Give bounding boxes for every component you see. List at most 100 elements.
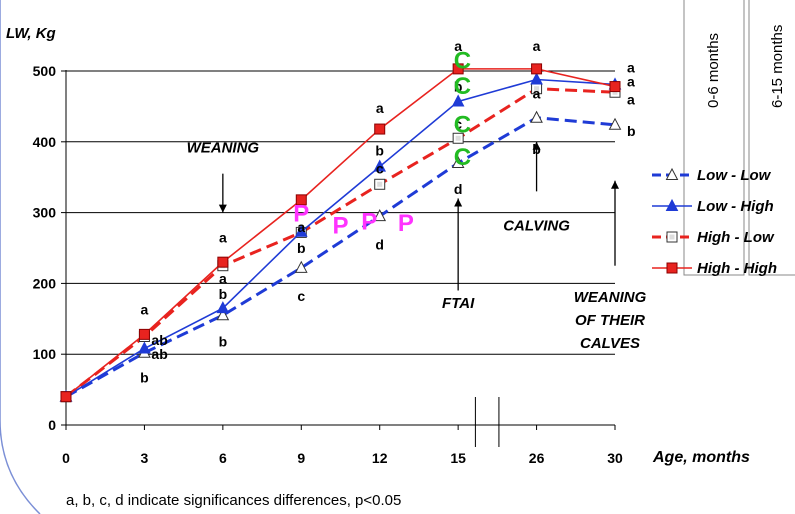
y-tick-label: 300 [33,205,57,221]
grid [66,70,615,355]
data-point [609,81,621,93]
y-tick-label: 100 [33,346,57,362]
data-point [665,167,679,180]
data-point [608,117,622,130]
x-tick-label: 26 [529,450,545,466]
significance-letter: b [219,286,228,302]
significance-letter: b [454,79,463,95]
x-tick-label: 30 [607,450,623,466]
series [59,63,622,403]
significance-letter: a [297,219,305,235]
marker-inner [455,135,461,141]
x-tick-label: 0 [62,450,70,466]
significance-letter: c [454,116,462,132]
period-marker-c: C [454,144,471,171]
marker-inner [612,89,618,95]
significance-letter: b [140,370,149,386]
x-tick-label: 3 [141,450,149,466]
data-point [665,198,679,211]
data-point [217,256,229,268]
significance-letter: b [627,123,636,139]
arrow-head [532,141,541,150]
y-axis-label: LW, Kg [6,25,56,42]
footnote: a, b, c, d indicate significances differ… [66,492,401,509]
data-point [374,123,386,135]
period-marker-c: C [454,48,471,75]
legend-label: Low - High [697,198,774,215]
legend-label: Low - Low [697,167,772,184]
significance-letter: a [454,38,462,54]
significance-letter: a [533,38,541,54]
event-label-weaning-calves: OF THEIR [575,312,645,329]
data-point [452,63,464,75]
significance-letter: a [219,270,227,286]
marker-inner [534,86,540,92]
period-marker-c: C [454,73,471,100]
y-tick-label: 500 [33,63,57,79]
data-point [294,260,308,273]
series-line-high-low [65,87,616,398]
y-tick-label: 200 [33,275,57,291]
period-header-0-6: 0-6 months [705,33,722,108]
legend: Low - Low Low - High High - Low High - High [652,167,777,277]
data-point [60,391,72,403]
legend-label: High - Low [697,229,775,246]
data-point [294,224,308,237]
data-point [138,328,150,340]
significance-letter: a [219,229,227,245]
data-point [530,110,543,123]
period-marker-p: P [332,213,348,240]
axes [61,70,616,447]
series-line-low-low [65,116,616,398]
period-marker-p: P [293,201,309,228]
significance-letter: d [454,181,463,197]
x-tick-label: 9 [297,450,305,466]
x-tick-label: 6 [219,450,227,466]
x-tick-label: 15 [450,450,466,466]
data-point [531,63,543,75]
significance-letter: d [375,236,384,252]
period-header-box-1 [683,0,745,276]
event-label-ftai: FTAI [442,295,475,312]
period-marker-c: C [454,111,471,138]
significance-letter: a [533,86,541,102]
arrow-head [454,198,463,207]
significance-letter: b [375,142,384,158]
x-axis-label: Age, months [652,449,750,466]
data-point [295,194,307,206]
significance-letter: a [141,302,149,318]
y-tick-label: 0 [48,417,56,433]
significance-letter: c [376,161,384,177]
data-point [373,159,387,172]
event-label-weaning-calves: CALVES [580,335,640,352]
marker-inner [377,181,383,187]
series-line-low-high [65,78,616,398]
significance-letter: b [532,141,541,157]
arrow-head [611,180,619,189]
data-point [216,301,230,314]
series-line-high-high [65,68,616,398]
data-point [530,72,543,85]
legend-label: High - High [697,260,777,277]
period-header-6-15: 6-15 months [769,25,786,108]
period-header-box-2 [748,0,795,276]
event-label-weaning-calves: WEANING [574,289,647,306]
event-label-calving: CALVING [503,217,570,234]
significance-letter: b [219,333,228,349]
marker-inner [669,234,675,240]
period-marker-p: P [361,208,377,235]
significance-letter: ab [151,346,167,362]
event-annotations: WEANING CALVING FTAI WEANING OF THEIR CALVES [187,139,647,352]
y-tick-labels: 0 100 200 300 400 500 [33,63,57,433]
significance-letter: a [627,74,635,90]
arrow-head [218,204,227,213]
y-tick-label: 400 [33,134,57,150]
significance-letter: a [376,100,384,116]
data-point [373,209,387,222]
slide-border-curve [0,0,41,514]
data-point [451,155,465,169]
data-point [138,341,151,354]
